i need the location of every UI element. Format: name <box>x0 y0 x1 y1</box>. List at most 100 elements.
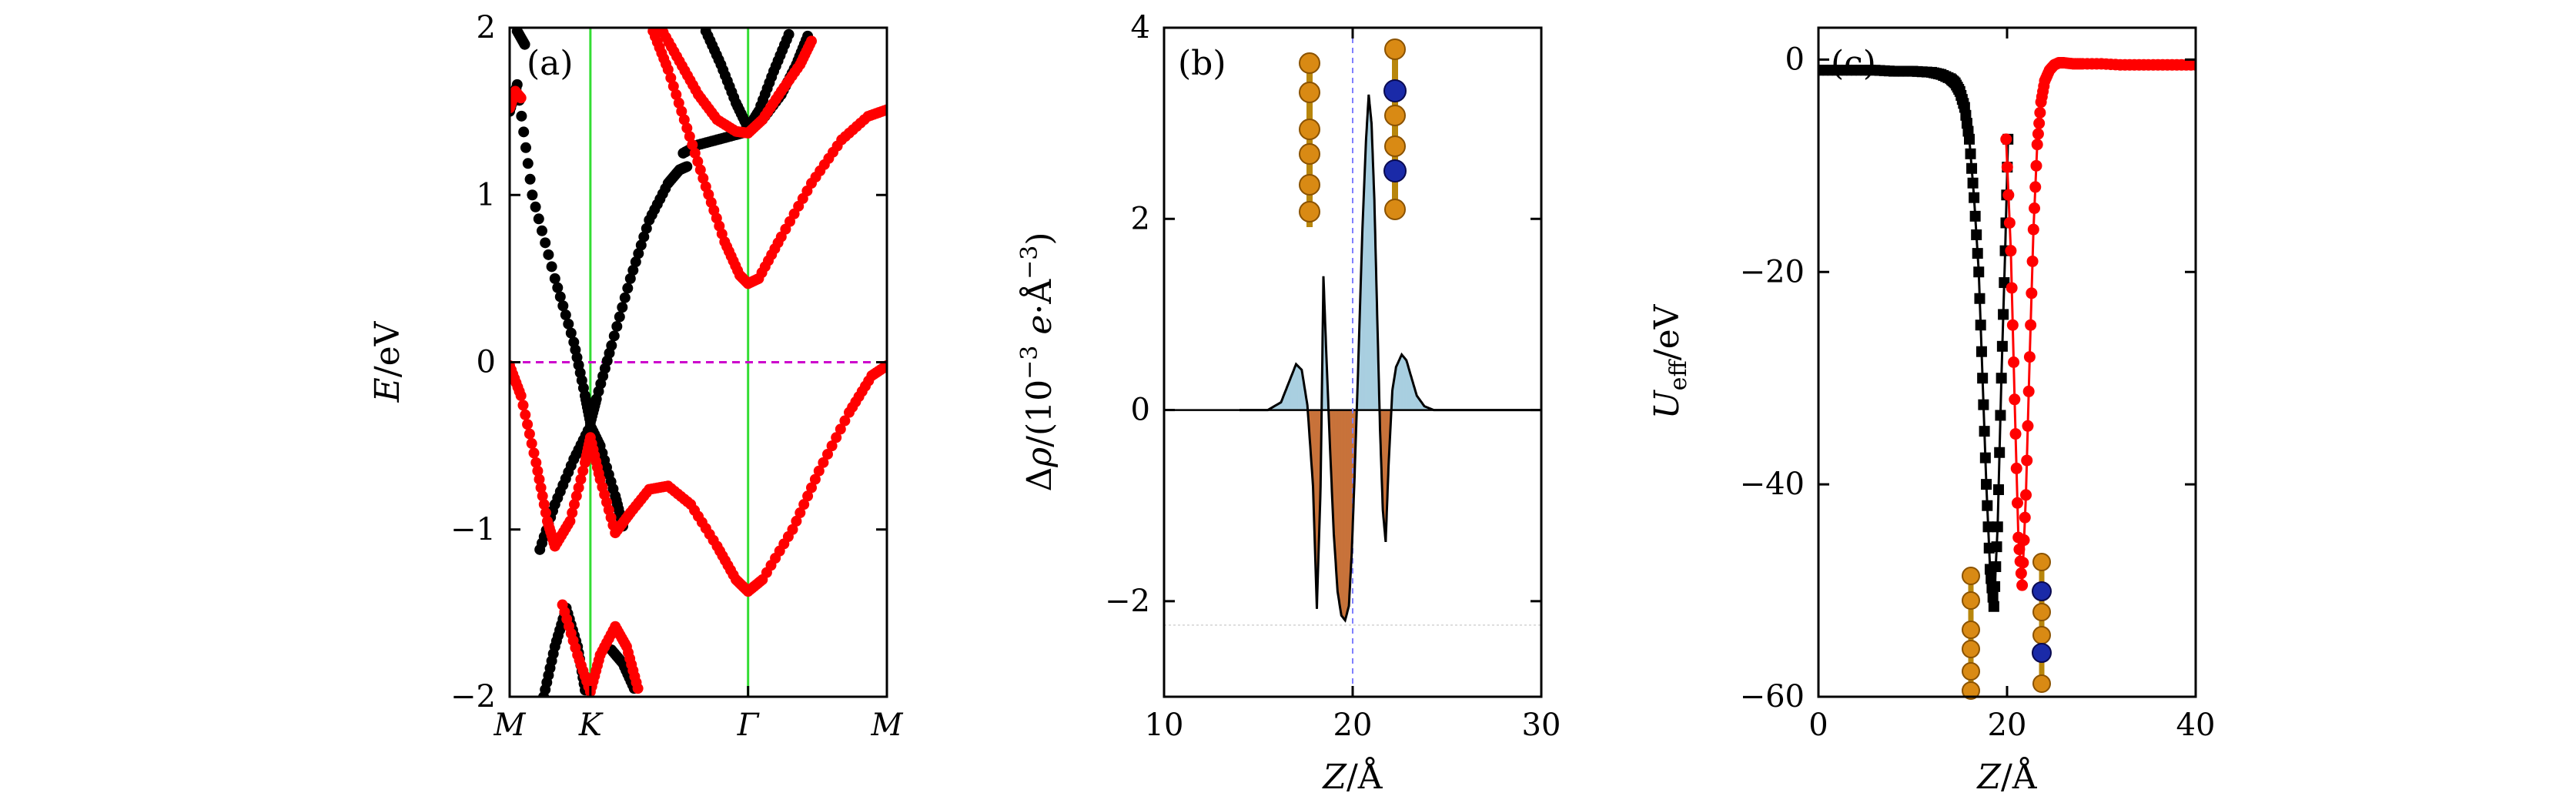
band-point <box>554 291 566 303</box>
potential-marker <box>1977 373 1989 384</box>
band-point <box>826 440 838 452</box>
potential-marker <box>1975 346 1987 357</box>
band-point <box>681 161 693 172</box>
potential-marker <box>1974 293 1986 304</box>
potential-marker <box>2003 216 2016 229</box>
potential-marker <box>1972 248 1983 259</box>
band-point <box>527 189 538 201</box>
band-point <box>689 147 701 159</box>
band-point <box>818 457 829 468</box>
potential-marker <box>1975 320 1986 331</box>
potential-marker <box>1987 591 1999 603</box>
band-series <box>510 85 527 114</box>
potential-line <box>1818 69 2009 607</box>
band-point <box>698 172 709 184</box>
band-point <box>791 515 802 527</box>
band-point <box>795 507 806 519</box>
band-point <box>617 302 628 313</box>
potential-marker <box>2016 579 2029 591</box>
band-point <box>532 465 544 477</box>
panel-c-frame <box>1817 26 2197 698</box>
band-point <box>575 473 587 485</box>
potential-marker <box>2021 454 2033 467</box>
potential-marker <box>2027 223 2039 236</box>
band-point <box>614 311 625 323</box>
band-point <box>537 490 548 502</box>
potential-marker <box>2017 557 2029 569</box>
panel-b-atom-chain-left <box>1299 52 1320 227</box>
panel-a-ytick-label: 0 <box>477 345 496 380</box>
band-point <box>526 438 537 450</box>
band-point <box>633 248 644 259</box>
band-point <box>549 273 560 284</box>
potential-marker <box>2190 59 2196 71</box>
band-point <box>543 249 554 260</box>
potential-marker <box>1996 340 2008 352</box>
band-point <box>573 482 584 494</box>
potential-marker <box>1979 426 1990 437</box>
panel-a-xtick-label: Γ <box>737 708 760 743</box>
panel-b-xtick-label: 10 <box>1145 708 1184 743</box>
band-point <box>560 309 571 321</box>
band-point <box>611 320 623 332</box>
band-point <box>627 265 639 276</box>
band-point <box>692 156 704 167</box>
potential-marker <box>1992 521 2003 533</box>
potential-marker <box>1966 162 1978 174</box>
potential-marker <box>1995 410 2006 421</box>
band-point <box>569 499 580 510</box>
band-point <box>687 139 698 151</box>
band-point <box>538 499 550 510</box>
band-point <box>662 64 674 75</box>
band-point <box>624 273 636 284</box>
potential-marker <box>2001 161 2013 173</box>
band-point <box>673 97 684 109</box>
band-point <box>619 292 631 303</box>
band-point <box>522 158 534 169</box>
band-point <box>671 89 682 100</box>
potential-marker <box>1978 399 1989 410</box>
band-point <box>567 507 578 519</box>
band-point <box>839 415 851 427</box>
potential-marker <box>1964 133 1975 145</box>
panel-c-ytick-label: −40 <box>1740 467 1805 502</box>
band-point <box>676 105 687 117</box>
band-point <box>635 239 647 251</box>
potential-marker <box>1982 521 1994 533</box>
band-point <box>530 457 542 468</box>
potential-marker <box>1990 561 2002 573</box>
band-series <box>510 360 887 597</box>
potential-marker <box>2022 385 2035 397</box>
panel-a: −2 −1 0 1 2 M K Γ M (a) E/eV <box>368 10 904 743</box>
band-point <box>517 400 529 411</box>
band-series <box>647 28 887 289</box>
band-point <box>638 231 650 243</box>
panel-c-label: (c) <box>1831 44 1876 83</box>
panel-b-xtick-label: 30 <box>1522 708 1561 743</box>
band-point <box>806 35 817 47</box>
band-point <box>530 201 541 212</box>
band-point <box>537 225 547 236</box>
band-point <box>606 340 617 351</box>
band-series <box>510 79 693 428</box>
potential-marker <box>2008 356 2020 368</box>
potential-marker <box>1967 177 1979 189</box>
potential-marker <box>2018 534 2030 547</box>
panel-a-xtick-label: M <box>493 708 527 743</box>
panel-c-xtick-label: 40 <box>2176 708 2216 743</box>
potential-marker <box>2022 420 2034 432</box>
potential-marker <box>2000 133 2012 146</box>
band-point <box>533 213 544 225</box>
panel-b-fills <box>1266 94 1434 621</box>
panel-c-atom-chain-left <box>1962 567 1980 700</box>
band-point <box>806 482 817 494</box>
panel-b-xticks: 10 20 30 <box>1145 28 1561 743</box>
potential-marker <box>1981 479 1992 490</box>
band-point <box>684 131 695 142</box>
panel-a-xtick-label: K <box>578 708 604 743</box>
band-point <box>524 428 535 440</box>
band-point <box>678 114 690 125</box>
panel-c: −60 −40 −20 0 0 20 40 (c) Z/Å Ueff/eV <box>1648 26 2216 797</box>
